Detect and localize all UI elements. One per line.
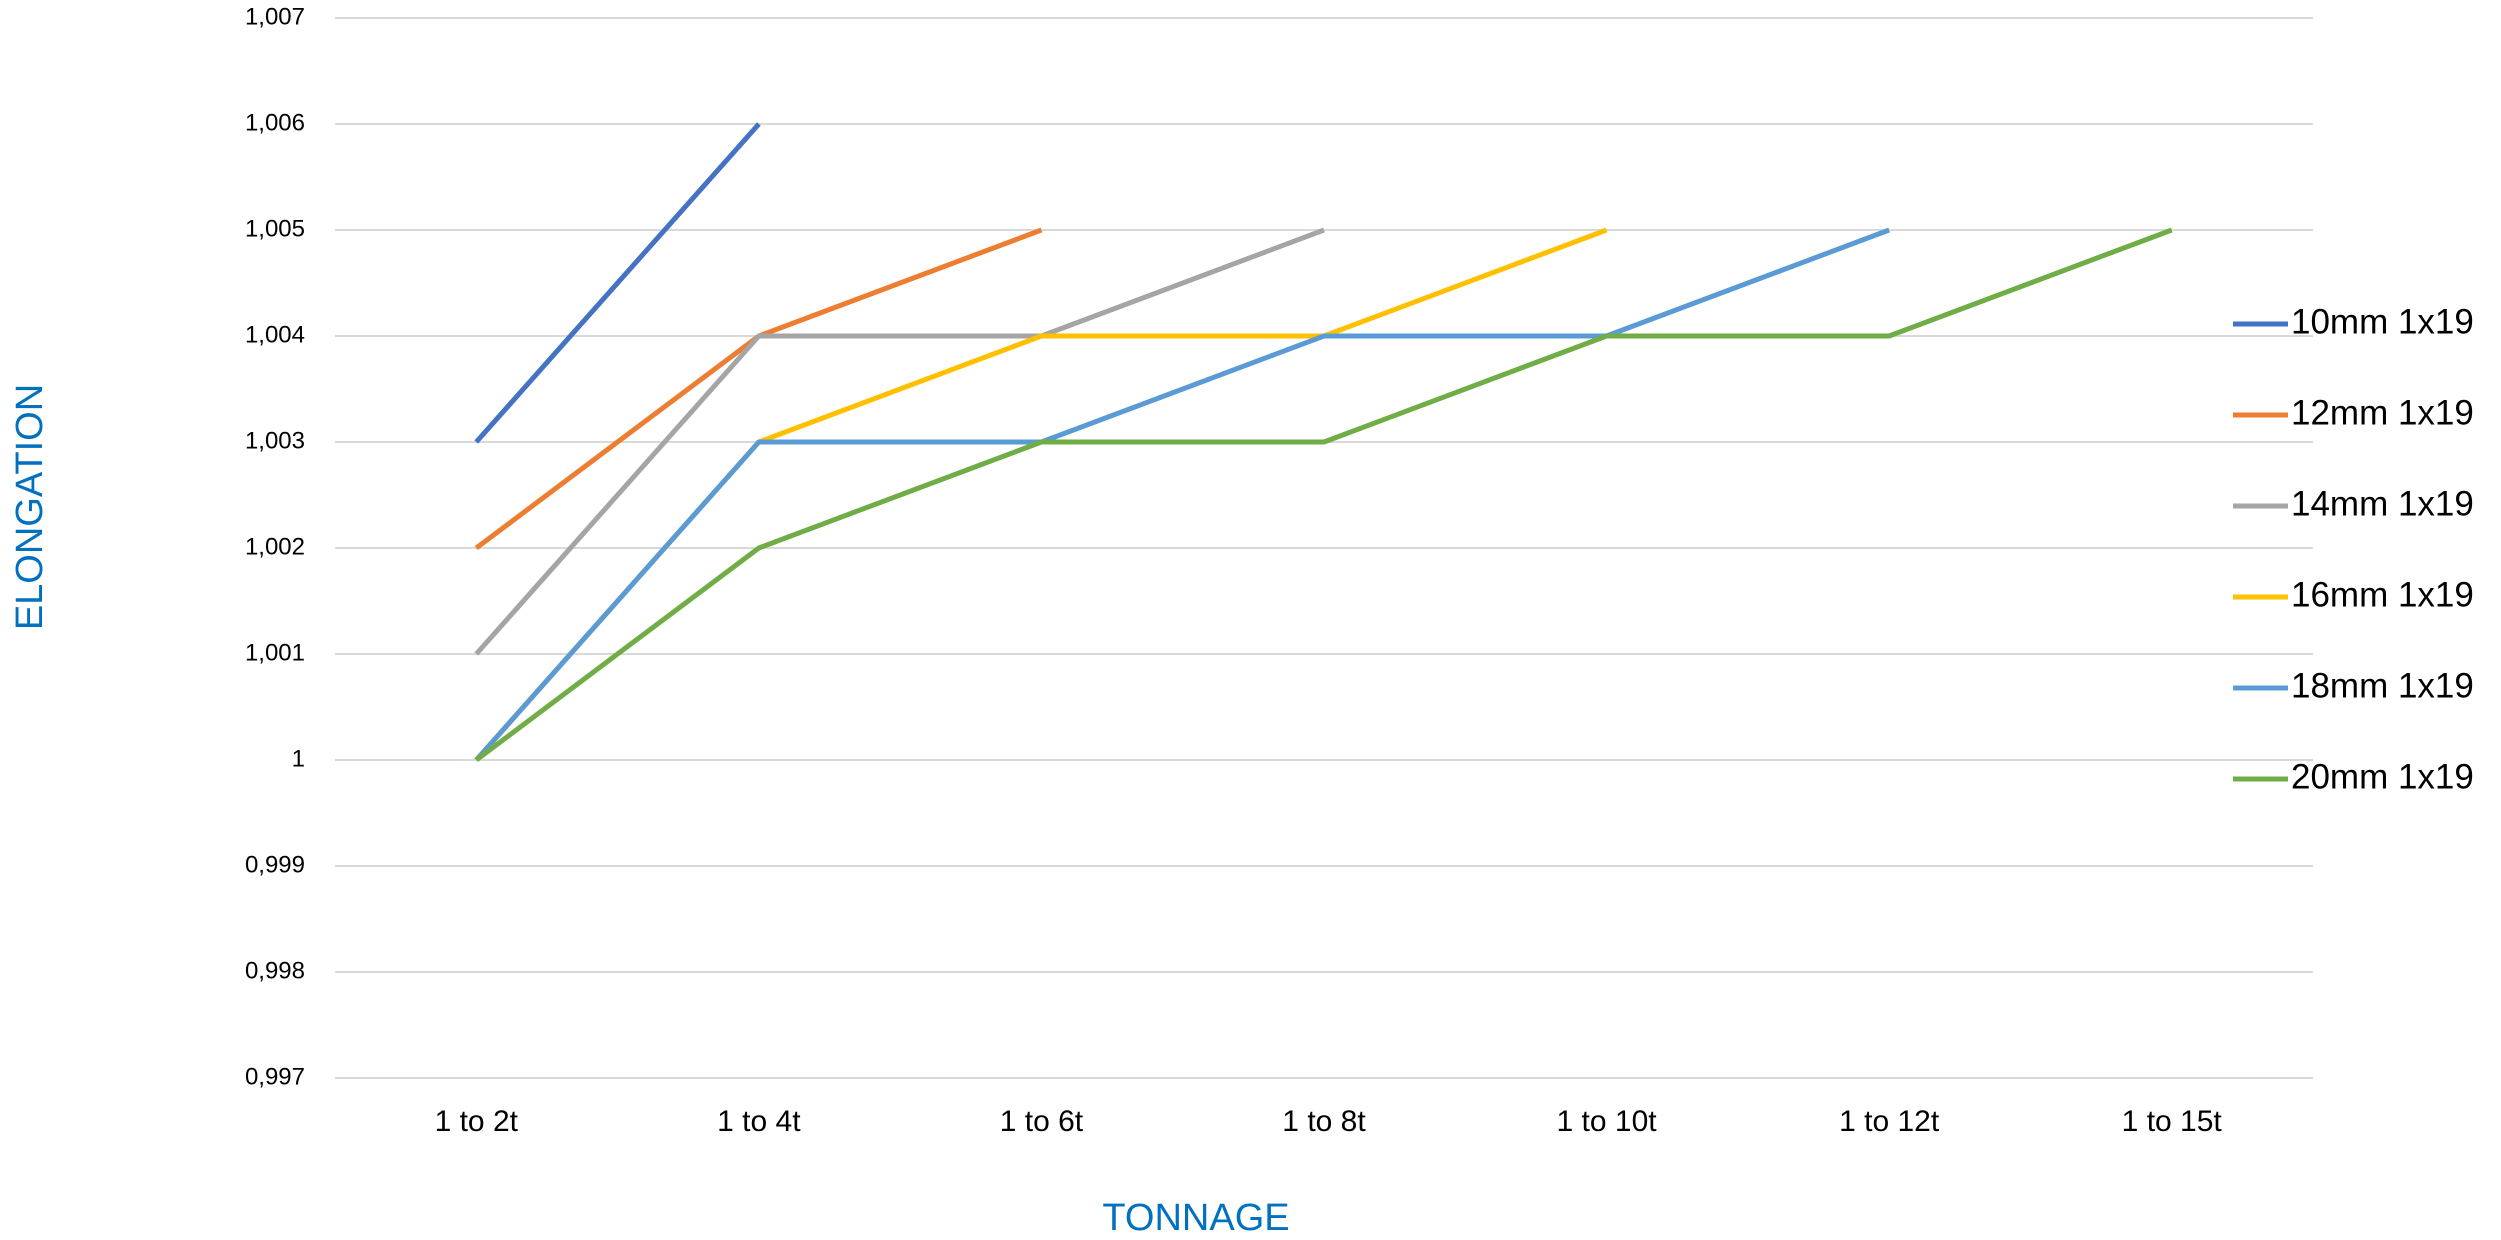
- y-tick-label: 1,002: [245, 533, 305, 560]
- y-tick-label: 1,005: [245, 215, 305, 242]
- legend-label: 20mm 1x19: [2291, 757, 2474, 796]
- series-line: [474, 227, 1891, 762]
- x-tick-label: 1 to 4t: [717, 1105, 801, 1138]
- legend-label: 10mm 1x19: [2291, 302, 2474, 341]
- legend-label: 18mm 1x19: [2291, 666, 2474, 705]
- y-tick-label: 1,003: [245, 427, 305, 454]
- y-tick-label: 1,006: [245, 109, 305, 136]
- series-line: [474, 227, 2173, 762]
- legend-label: 12mm 1x19: [2291, 393, 2474, 432]
- x-axis-title: TONNAGE: [1102, 1197, 1289, 1239]
- x-tick-label: 1 to 12t: [1839, 1105, 1940, 1138]
- series-line: [474, 227, 1043, 550]
- y-tick-label: 0,997: [245, 1063, 305, 1090]
- x-tick-label: 1 to 10t: [1557, 1105, 1658, 1138]
- y-tick-label: 1: [292, 745, 305, 772]
- legend-label: 14mm 1x19: [2291, 484, 2474, 523]
- y-tick-label: 1,001: [245, 639, 305, 666]
- y-axis-title: ELONGATION: [9, 384, 51, 630]
- x-tick-label: 1 to 8t: [1282, 1105, 1366, 1138]
- y-tick-label: 1,004: [245, 321, 305, 348]
- x-tick-label: 1 to 2t: [435, 1105, 519, 1138]
- x-tick-label: 1 to 6t: [1000, 1105, 1084, 1138]
- legend-label: 16mm 1x19: [2291, 575, 2474, 614]
- y-tick-label: 0,998: [245, 957, 305, 984]
- series-line: [474, 227, 1608, 762]
- series-line: [474, 122, 761, 444]
- series-line: [474, 227, 1325, 656]
- y-tick-label: 1,007: [245, 3, 305, 30]
- x-tick-label: 1 to 15t: [2122, 1105, 2223, 1138]
- y-tick-label: 0,999: [245, 851, 305, 878]
